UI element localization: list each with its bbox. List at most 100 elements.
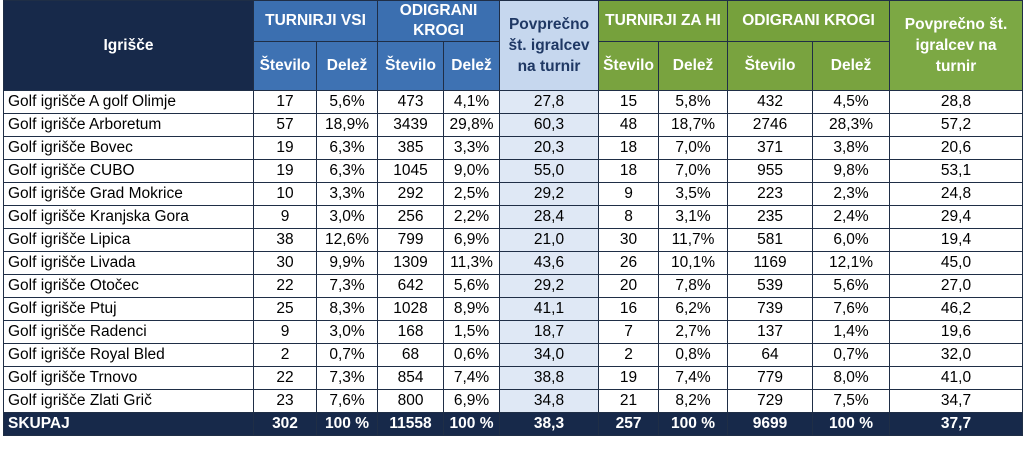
rounds-share: 5,6% [443,274,501,298]
hi-rounds-count: 539 [727,274,814,298]
hi-rounds-count: 955 [727,159,814,183]
hi-avg-players: 53,1 [889,159,1024,183]
tournaments-count: 38 [253,228,317,252]
avg-players: 18,7 [499,320,600,344]
total-hi-rounds-share: 100 % [812,412,891,436]
subheader-delez: Delež [443,41,501,91]
hi-tournaments-count: 48 [598,113,660,137]
tournaments-share: 5,6% [315,90,379,114]
tournaments-share: 3,0% [315,320,379,344]
hi-rounds-count: 432 [727,90,814,114]
hi-tournaments-share: 10,1% [658,251,729,275]
total-rounds-share: 100 % [443,412,501,436]
avg-players: 34,8 [499,389,600,413]
rounds-share: 4,1% [443,90,501,114]
hi-avg-players: 57,2 [889,113,1024,137]
hi-tournaments-share: 11,7% [658,228,729,252]
rounds-share: 9,0% [443,159,501,183]
hi-rounds-count: 729 [727,389,814,413]
subheader-delez: Delež [658,41,729,91]
tournaments-count: 25 [253,297,317,321]
table-row: Golf igrišče Trnovo 22 7,3% 854 7,4% 38,… [3,366,1024,390]
header-povprecno-hi: Povprečno št. igralcev na turnir [889,0,1024,91]
rounds-count: 385 [377,136,445,160]
course-name: Golf igrišče Kranjska Gora [3,205,254,229]
rounds-share: 3,3% [443,136,501,160]
hi-avg-players: 20,6 [889,136,1024,160]
tournaments-count: 30 [253,251,317,275]
rounds-count: 68 [377,343,445,367]
hi-avg-players: 28,8 [889,90,1024,114]
tournaments-count: 22 [253,366,317,390]
avg-players: 43,6 [499,251,600,275]
total-avg-players: 38,3 [499,412,600,436]
rounds-count: 854 [377,366,445,390]
header-turnirji-za-hi: TURNIRJI ZA HI [598,0,729,42]
tournaments-count: 57 [253,113,317,137]
course-name: Golf igrišče Ptuj [3,297,254,321]
hi-avg-players: 46,2 [889,297,1024,321]
tournaments-count: 19 [253,159,317,183]
hi-tournaments-share: 3,1% [658,205,729,229]
rounds-share: 8,9% [443,297,501,321]
hi-rounds-share: 2,4% [812,205,891,229]
table-row: Golf igrišče A golf Olimje 17 5,6% 473 4… [3,90,1024,114]
header-odigrani-krogi-hi: ODIGRANI KROGI [727,0,891,42]
total-label: SKUPAJ [3,412,254,436]
table-row: Golf igrišče Ptuj 25 8,3% 1028 8,9% 41,1… [3,297,1024,321]
hi-tournaments-count: 20 [598,274,660,298]
hi-tournaments-share: 8,2% [658,389,729,413]
rounds-share: 6,9% [443,389,501,413]
total-hi-tournaments-count: 257 [598,412,660,436]
hi-rounds-count: 235 [727,205,814,229]
hi-avg-players: 19,6 [889,320,1024,344]
tournaments-count: 9 [253,320,317,344]
hi-tournaments-count: 18 [598,136,660,160]
hi-avg-players: 34,7 [889,389,1024,413]
hi-tournaments-count: 18 [598,159,660,183]
avg-players: 29,2 [499,274,600,298]
rounds-share: 29,8% [443,113,501,137]
hi-rounds-share: 7,5% [812,389,891,413]
tournaments-share: 0,7% [315,343,379,367]
hi-rounds-count: 371 [727,136,814,160]
hi-tournaments-count: 21 [598,389,660,413]
table-row: Golf igrišče Radenci 9 3,0% 168 1,5% 18,… [3,320,1024,344]
tournaments-share: 6,3% [315,136,379,160]
table-row: Golf igrišče CUBO 19 6,3% 1045 9,0% 55,0… [3,159,1024,183]
table-row: Golf igrišče Royal Bled 2 0,7% 68 0,6% 3… [3,343,1024,367]
course-name: Golf igrišče Zlati Grič [3,389,254,413]
hi-rounds-share: 9,8% [812,159,891,183]
hi-rounds-count: 1169 [727,251,814,275]
total-hi-rounds-count: 9699 [727,412,814,436]
course-name: Golf igrišče Lipica [3,228,254,252]
hi-tournaments-count: 7 [598,320,660,344]
tournaments-count: 17 [253,90,317,114]
tournaments-count: 2 [253,343,317,367]
table-row: Golf igrišče Bovec 19 6,3% 385 3,3% 20,3… [3,136,1024,160]
hi-rounds-share: 7,6% [812,297,891,321]
hi-rounds-share: 6,0% [812,228,891,252]
total-hi-avg-players: 37,7 [889,412,1024,436]
tournaments-share: 6,3% [315,159,379,183]
hi-tournaments-count: 2 [598,343,660,367]
course-name: Golf igrišče Livada [3,251,254,275]
avg-players: 29,2 [499,182,600,206]
total-rounds-count: 11558 [377,412,445,436]
hi-avg-players: 32,0 [889,343,1024,367]
tournaments-share: 9,9% [315,251,379,275]
total-tournaments-share: 100 % [315,412,379,436]
hi-tournaments-share: 7,0% [658,159,729,183]
hi-rounds-share: 1,4% [812,320,891,344]
subheader-stevilo: Število [598,41,660,91]
hi-rounds-share: 0,7% [812,343,891,367]
subheader-stevilo: Število [253,41,317,91]
hi-tournaments-share: 7,0% [658,136,729,160]
hi-rounds-count: 2746 [727,113,814,137]
table-row: Golf igrišče Arboretum 57 18,9% 3439 29,… [3,113,1024,137]
header-igrisce: Igrišče [3,0,254,91]
hi-avg-players: 41,0 [889,366,1024,390]
golf-courses-table: Igrišče TURNIRJI VSI ODIGRANI KROGI Povp… [3,0,1024,436]
tournaments-share: 12,6% [315,228,379,252]
hi-rounds-share: 5,6% [812,274,891,298]
